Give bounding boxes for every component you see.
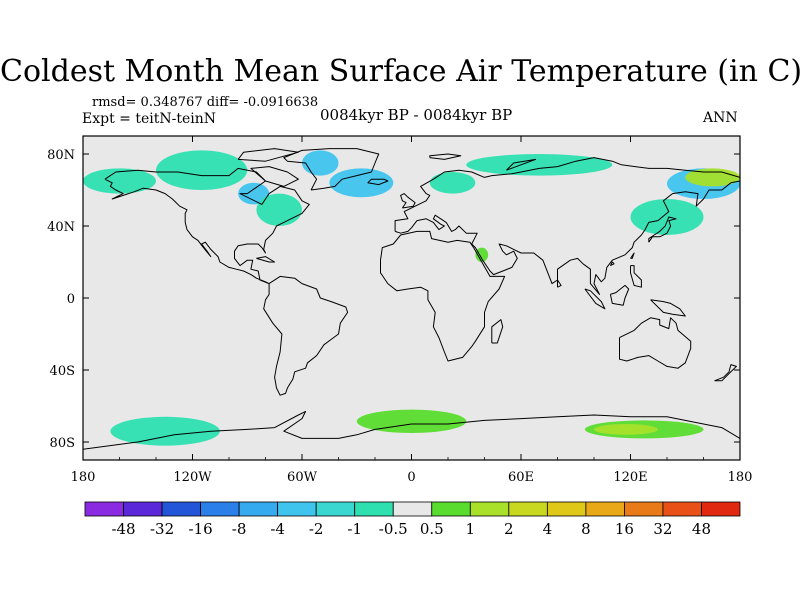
colorbar-label: 1 (466, 520, 476, 538)
colorbar-swatch (161, 501, 201, 517)
colorbar-label: -48 (111, 520, 135, 538)
lon-tick-label: 60W (287, 470, 318, 485)
coastline-new-zealand (714, 364, 737, 382)
period-label: 0084kyr BP - 0084kyr BP (320, 106, 513, 124)
colorbar-label: 48 (692, 520, 711, 538)
map-title: Coldest Month Mean Surface Air Temperatu… (0, 54, 800, 89)
lon-tick-label: 120E (613, 470, 647, 485)
colorbar-swatch (277, 501, 317, 517)
colorbar-swatch (238, 501, 279, 517)
coastline-ellesmere (237, 148, 299, 162)
anomaly-patch (302, 150, 339, 176)
anomaly-patch (83, 168, 156, 194)
colorbar-label: -0.5 (379, 520, 408, 538)
experiment-label: Expt = teitN-teinN (82, 111, 216, 127)
coastline-australia (619, 317, 692, 369)
coastline-north-america (104, 167, 310, 285)
coastline-great-britain (400, 193, 416, 209)
coastline-madagascar (491, 319, 504, 344)
lon-tick-label: 0 (407, 470, 415, 485)
colorbar-label: -32 (150, 520, 174, 538)
colorbar-label: -4 (270, 520, 285, 538)
coastline-sri-lanka (557, 279, 562, 288)
coastline-borneo (609, 284, 630, 306)
lat-tick-label: 40N (47, 220, 75, 235)
lat-tick-label: 40S (50, 364, 75, 379)
coastline-baffin-island (250, 166, 299, 187)
coastline-greenland (283, 148, 380, 191)
colorbar-label: 2 (504, 520, 514, 538)
colorbar-swatch (585, 501, 625, 517)
colorbar-swatch (354, 501, 394, 517)
colorbar-swatch (392, 501, 433, 517)
coastline-cuba (256, 256, 276, 263)
colorbar-label: 4 (543, 520, 553, 538)
coastline-eurasia (394, 157, 740, 295)
colorbar-swatch (662, 501, 702, 517)
colorbar: -48 -32 -16 -8 -4 -2 -1 -0.5 0.5 1 2 4 8 16 32 48 (84, 501, 741, 538)
colorbar-label: 32 (653, 520, 672, 538)
lon-tick-label: 180 (71, 470, 96, 485)
coastline-japan (648, 216, 677, 243)
coastline-new-guinea (650, 299, 686, 317)
colorbar-swatch (200, 501, 240, 517)
coastline-philippines (630, 265, 642, 288)
coastline-antarctica (83, 410, 740, 450)
anomaly-patch (475, 247, 489, 262)
anomaly-patch (110, 416, 220, 446)
coastline-sumatra (584, 288, 606, 310)
coastline-novaya-zemlya (506, 158, 537, 171)
colorbar-swatch (431, 501, 471, 517)
colorbar-swatch (315, 501, 356, 517)
colorbar-swatch (84, 501, 124, 517)
lat-tick-label: 80N (47, 148, 75, 163)
lon-tick-label: 180 (728, 470, 753, 485)
map-background (83, 136, 740, 460)
anomaly-patch (429, 172, 476, 194)
anomaly-patch (238, 182, 270, 205)
colorbar-label: -16 (189, 520, 213, 538)
colorbar-swatch (469, 501, 510, 517)
anomaly-patch (594, 424, 658, 435)
lat-tick-label: 80S (50, 436, 75, 451)
anomaly-patch (256, 193, 302, 226)
colorbar-label: 16 (615, 520, 634, 538)
anomaly-patch (329, 168, 394, 198)
colorbar-swatch (701, 501, 741, 517)
colorbar-swatch (123, 501, 163, 517)
anomaly-patch (466, 154, 613, 176)
coastline-africa (380, 230, 506, 362)
rmsd-diff-label: rmsd= 0.348767 diff= -0.0916638 (92, 95, 319, 110)
season-label: ANN (703, 110, 738, 126)
anomaly-patch (156, 150, 248, 190)
lon-tick-label: 60E (508, 470, 534, 485)
colorbar-label: -2 (309, 520, 324, 538)
coastline-svalbard (429, 153, 462, 160)
map-plot-area (83, 136, 740, 460)
anomaly-patch (630, 199, 704, 235)
colorbar-label: 0.5 (420, 520, 444, 538)
coastline-iceland (367, 178, 389, 186)
colorbar-swatch (624, 501, 664, 517)
anomaly-patch (356, 409, 467, 433)
axis-ticks: 80N 40N 0 40S 80S 180 120W 60W 0 60E 120E 180 (47, 136, 752, 485)
coastline-taiwan (630, 252, 635, 259)
colorbar-label: -8 (232, 520, 247, 538)
colorbar-swatch (508, 501, 548, 517)
colorbar-label: 8 (581, 520, 591, 538)
lon-tick-label: 120W (173, 470, 212, 485)
lat-tick-label: 0 (67, 292, 75, 307)
coastline-south-america (263, 275, 349, 396)
colorbar-label: -1 (347, 520, 362, 538)
colorbar-swatch (546, 501, 587, 517)
coastline-hainan (609, 261, 615, 267)
